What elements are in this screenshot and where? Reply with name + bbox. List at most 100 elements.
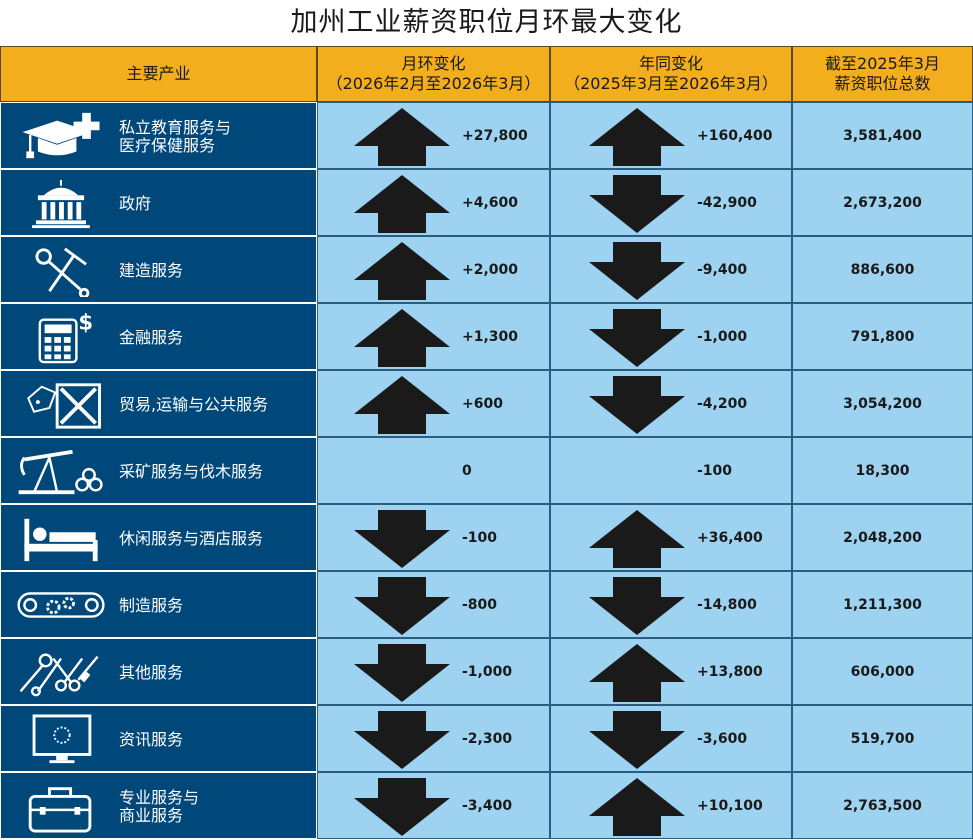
yoy-value: +160,400: [697, 128, 773, 144]
table-row: 资讯服务 -2,300 -3,600 519,700: [0, 705, 973, 772]
mom-arrow-down-icon: [354, 711, 450, 769]
header-total-line1: 截至2025年3月: [825, 54, 940, 73]
header-total-line2: 薪资职位总数: [834, 74, 931, 93]
shipping-crate-tag-icon: [27, 383, 101, 429]
svg-text:$: $: [78, 312, 93, 334]
yoy-cell: +13,800: [550, 638, 792, 705]
mom-cell: -1,000: [317, 638, 550, 705]
industry-label: 专业服务与 商业服务: [119, 787, 200, 825]
header-mom: 月环变化 （2026年2月至2026年3月）: [317, 46, 550, 102]
mom-arrow-down-icon: [354, 644, 450, 702]
total-value: 886,600: [850, 262, 915, 278]
yoy-arrow-down-icon: [589, 577, 685, 635]
mom-value: +2,000: [462, 262, 519, 278]
total-cell: 2,048,200: [792, 504, 973, 571]
total-value: 3,581,400: [843, 128, 922, 144]
mom-cell: +600: [317, 370, 550, 437]
mom-arrow-up-icon: [354, 175, 450, 233]
industry-cell: 制造服务: [0, 571, 317, 638]
total-cell: 1,211,300: [792, 571, 973, 638]
total-value: 791,800: [850, 329, 915, 345]
yoy-arrow-down-icon: [589, 711, 685, 769]
total-cell: 2,673,200: [792, 169, 973, 236]
total-cell: 3,054,200: [792, 370, 973, 437]
yoy-cell: +160,400: [550, 102, 792, 169]
mom-cell: -3,400: [317, 772, 550, 839]
yoy-arrow-up-icon: [589, 108, 685, 166]
mom-value: -800: [462, 597, 498, 613]
yoy-value: -4,200: [697, 396, 748, 412]
mom-arrow-up-icon: [354, 242, 450, 300]
mom-cell: -100: [317, 504, 550, 571]
calculator-dollar-icon: $: [38, 312, 93, 364]
yoy-cell: -4,200: [550, 370, 792, 437]
yoy-cell: +36,400: [550, 504, 792, 571]
total-value: 3,054,200: [843, 396, 922, 412]
mom-arrow-up-icon: [354, 376, 450, 434]
yoy-value: -1,000: [697, 329, 748, 345]
header-mom-line2: （2026年2月至2026年3月）: [326, 74, 541, 93]
hammer-wrench-icon: [35, 247, 90, 297]
total-cell: 886,600: [792, 236, 973, 303]
table-row: $ 金融服务 +1,300 -1,000 791,800: [0, 303, 973, 370]
government-building-icon: [32, 179, 90, 229]
header-yoy-line1: 年同变化: [638, 54, 703, 73]
industry-cell: $ 金融服务: [0, 303, 317, 370]
total-value: 2,673,200: [843, 195, 922, 211]
yoy-cell: -14,800: [550, 571, 792, 638]
header-mom-line1: 月环变化: [401, 54, 466, 73]
yoy-value: -3,600: [697, 731, 748, 747]
mom-value: +4,600: [462, 195, 519, 211]
yoy-arrow-up-icon: [589, 778, 685, 836]
mom-value: -100: [462, 530, 498, 546]
mom-cell: +4,600: [317, 169, 550, 236]
yoy-arrow-down-icon: [589, 376, 685, 434]
table-row: 制造服务 -800 -14,800 1,211,300: [0, 571, 973, 638]
industry-label: 政府: [119, 193, 152, 213]
yoy-arrow-up-icon: [589, 510, 685, 568]
mom-cell: +2,000: [317, 236, 550, 303]
total-cell: 606,000: [792, 638, 973, 705]
total-value: 1,211,300: [843, 597, 922, 613]
jobs-table: 主要产业 月环变化 （2026年2月至2026年3月） 年同变化 （2025年3…: [0, 46, 973, 839]
yoy-cell: -42,900: [550, 169, 792, 236]
table-row: 其他服务 -1,000 +13,800 606,000: [0, 638, 973, 705]
industry-label: 其他服务: [119, 662, 184, 682]
mom-value: +27,800: [462, 128, 528, 144]
industry-label: 制造服务: [119, 595, 184, 615]
computer-monitor-icon: [32, 714, 92, 764]
table-row: 贸易,运输与公共服务 +600 -4,200 3,054,200: [0, 370, 973, 437]
industry-cell: 采矿服务与伐木服务: [0, 437, 317, 504]
total-cell: 3,581,400: [792, 102, 973, 169]
graduation-cap-medical-cross-icon: [22, 112, 100, 159]
table-row: 建造服务 +2,000 -9,400 886,600: [0, 236, 973, 303]
industry-cell: 资讯服务: [0, 705, 317, 772]
total-cell: 791,800: [792, 303, 973, 370]
industry-cell: 建造服务: [0, 236, 317, 303]
industry-cell: 政府: [0, 169, 317, 236]
yoy-arrow-down-icon: [589, 309, 685, 367]
yoy-arrow-down-icon: [589, 242, 685, 300]
mom-cell: 0: [317, 437, 550, 504]
mom-arrow-up-icon: [354, 309, 450, 367]
yoy-value: -9,400: [697, 262, 748, 278]
table-row: 休闲服务与酒店服务 -100 +36,400 2,048,200: [0, 504, 973, 571]
total-value: 606,000: [850, 664, 915, 680]
yoy-cell: +10,100: [550, 772, 792, 839]
yoy-cell: -9,400: [550, 236, 792, 303]
mom-arrow-down-icon: [354, 577, 450, 635]
mom-value: +600: [462, 396, 503, 412]
industry-cell: 休闲服务与酒店服务: [0, 504, 317, 571]
mom-value: +1,300: [462, 329, 519, 345]
total-value: 18,300: [855, 463, 910, 479]
mom-value: -2,300: [462, 731, 513, 747]
header-total: 截至2025年3月 薪资职位总数: [792, 46, 973, 102]
table-row: 专业服务与 商业服务 -3,400 +10,100 2,763,500: [0, 772, 973, 839]
mom-arrow-up-icon: [354, 108, 450, 166]
mom-value: -1,000: [462, 664, 513, 680]
table-row: 采矿服务与伐木服务 0 -100 18,300: [0, 437, 973, 504]
table-row: 政府 +4,600 -42,900 2,673,200: [0, 169, 973, 236]
conveyor-gears-icon: [17, 592, 105, 618]
total-cell: 519,700: [792, 705, 973, 772]
yoy-cell: -3,600: [550, 705, 792, 772]
